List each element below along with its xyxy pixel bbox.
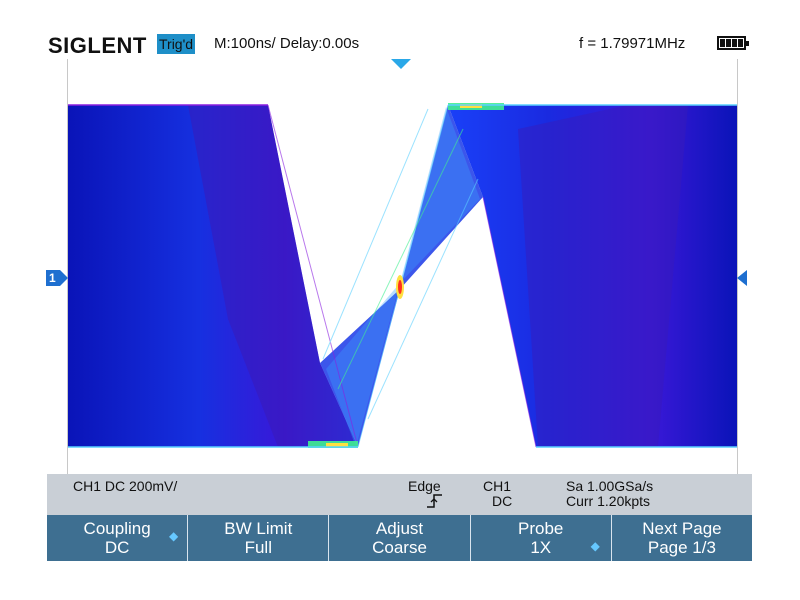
battery-icon bbox=[717, 36, 749, 50]
waveform-band-right-dark bbox=[518, 105, 688, 447]
memory-depth: Curr 1.20kpts bbox=[566, 493, 651, 509]
channel-marker-label: 1 bbox=[49, 271, 56, 285]
waveform-crossing bbox=[320, 289, 400, 447]
frequency-readout: f = 1.79971MHz bbox=[579, 35, 686, 52]
timebase-readout: M:100ns/ Delay:0.00s bbox=[214, 35, 360, 52]
selector-arrow-icon: ◆ bbox=[590, 539, 600, 553]
softkey-label: BW Limit bbox=[224, 519, 293, 538]
waveform-display bbox=[67, 59, 738, 474]
trigger-level-marker-icon[interactable] bbox=[737, 270, 747, 286]
channel-1-offset-marker[interactable]: 1 bbox=[46, 270, 68, 286]
softkey-label: Coupling bbox=[83, 519, 151, 538]
softkey-menu: Coupling DC ◆ BW Limit Full Adjust Coars… bbox=[47, 515, 752, 561]
softkey-value: Coarse bbox=[372, 538, 427, 557]
brand-logo: SIGLENT bbox=[48, 33, 147, 58]
next-page-softkey[interactable]: Next Page Page 1/3 bbox=[610, 515, 752, 561]
softkey-value: Full bbox=[244, 538, 272, 557]
sample-rate: Sa 1.00GSa/s bbox=[566, 478, 654, 494]
softkey-label: Next Page bbox=[642, 519, 722, 538]
top-status-bar: SIGLENT Trig'd M:100ns/ Delay:0.00s f = … bbox=[0, 30, 800, 60]
rising-edge-icon bbox=[427, 494, 443, 511]
channel-status-bar: CH1 DC 200mV/ Edge CH1 DC Sa 1.00GSa/s C… bbox=[47, 474, 752, 515]
bw-limit-softkey[interactable]: BW Limit Full bbox=[187, 515, 328, 561]
softkey-label: Probe bbox=[518, 519, 564, 538]
channel-1-settings: CH1 DC 200mV/ bbox=[73, 478, 178, 494]
waveform-band-right bbox=[448, 105, 737, 447]
waveform-band-left-dark bbox=[188, 105, 358, 447]
trigger-status-badge: Trig'd bbox=[157, 34, 196, 54]
trigger-type: Edge bbox=[408, 478, 441, 494]
selector-arrow-icon: ◆ bbox=[169, 529, 179, 543]
softkey-value: Page 1/3 bbox=[647, 538, 716, 557]
trigger-position-marker-icon[interactable] bbox=[391, 59, 411, 69]
trigger-source: CH1 bbox=[483, 478, 512, 494]
channel-marker-icon bbox=[46, 270, 68, 286]
softkey-value: 1X bbox=[530, 538, 552, 557]
waveform-crossing-upper bbox=[400, 105, 483, 289]
waveform-canvas bbox=[68, 103, 737, 448]
probe-softkey[interactable]: Probe 1X ◆ bbox=[469, 515, 611, 561]
coupling-softkey[interactable]: Coupling DC ◆ bbox=[47, 515, 187, 561]
softkey-value: DC bbox=[104, 538, 130, 557]
adjust-softkey[interactable]: Adjust Coarse bbox=[328, 515, 469, 561]
trigger-coupling: DC bbox=[492, 493, 513, 509]
softkey-label: Adjust bbox=[375, 519, 424, 538]
